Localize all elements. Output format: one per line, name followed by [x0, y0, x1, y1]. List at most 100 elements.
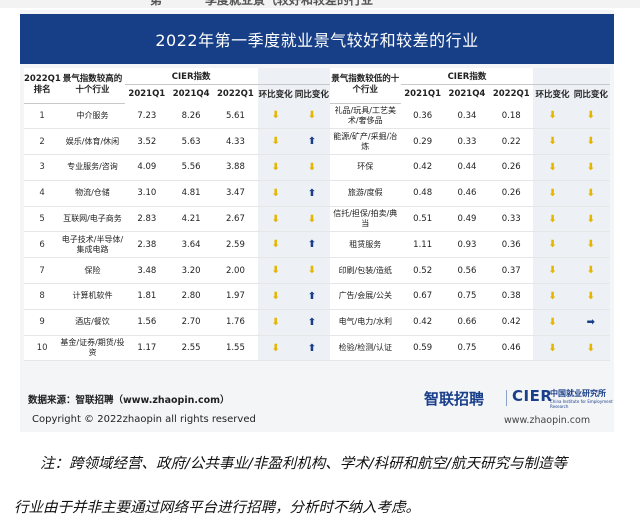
- table-row: 6 电子技术/半导体/集成电路 2.38 3.64 2.59 ⬇ ⬆ 租赁服务 1.11 0.93…: [24, 231, 610, 259]
- bottom-qoq-cell: ⬇: [533, 283, 572, 310]
- bottom-qoq-cell: ⬇: [533, 128, 572, 156]
- bottom-col-2021q1-header: 2021Q1: [404, 89, 442, 99]
- arrow-down-icon: ⬇: [586, 342, 596, 354]
- bottom-2021q1-cell: 0.48: [400, 180, 445, 207]
- rank-cell: 9: [24, 309, 61, 336]
- bottom-2021q4-cell: 0.46: [444, 180, 490, 207]
- bottom-yoy-cell: ⬇: [571, 128, 610, 156]
- top-qoq-cell: ⬇: [257, 231, 294, 259]
- bottom-yoy-cell: ⬇: [571, 257, 610, 285]
- rank-cell: 1: [24, 103, 61, 130]
- bottom-yoy-cell: ➡: [571, 309, 610, 336]
- top-yoy-cell: ⬆: [293, 283, 331, 310]
- arrow-down-icon: ⬇: [548, 239, 557, 251]
- bottom-yoy-cell: ⬇: [571, 154, 610, 181]
- table-row: 5 互联网/电子商务 2.83 4.21 2.67 ⬇ ⬇ 信托/担保/拍卖/典当 0.51 0.…: [24, 206, 610, 233]
- cropped-heading-strip: 第 季度就业景气较好和较差的行业: [0, 0, 640, 8]
- arrow-down-icon: ⬇: [271, 239, 280, 251]
- top-yoy-cell: ⬇: [293, 103, 331, 130]
- top-col-2021q4-header: 2021Q4: [172, 89, 210, 99]
- top-2022q1-cell: 5.61: [213, 103, 258, 130]
- top-2021q4-cell: 5.56: [168, 154, 214, 181]
- top-col-2022q1-header: 2022Q1: [217, 89, 254, 99]
- top-2022q1-cell: 4.33: [213, 128, 258, 156]
- industry-index-table: 2022Q1排名 景气指数较高的十个行业 CIER指数 景气指数较低的十个行业 …: [24, 68, 610, 362]
- arrow-down-icon: ⬇: [586, 213, 596, 225]
- bottom-industry-header: 景气指数较低的十个行业: [330, 68, 401, 104]
- arrow-up-icon: ⬆: [307, 239, 317, 251]
- top-qoq-cell: ⬇: [257, 154, 294, 181]
- top-yoy-cell: ⬇: [293, 257, 331, 285]
- bottom-2022q1-cell: 0.46: [489, 335, 534, 362]
- rank-cell: 2: [24, 128, 61, 156]
- top-2021q4-cell: 3.64: [168, 231, 214, 259]
- top-2021q1-cell: 7.23: [124, 103, 169, 130]
- bottom-qoq-cell: ⬇: [533, 231, 572, 259]
- bottom-2021q1-cell: 0.42: [400, 154, 445, 181]
- bottom-yoy-cell: ⬇: [571, 335, 610, 362]
- top-2021q1-cell: 3.52: [124, 128, 169, 156]
- top-industry-cell: 娱乐/体育/休闲: [60, 128, 125, 156]
- arrow-down-icon: ⬇: [271, 110, 280, 122]
- top-yoy-cell: ⬇: [293, 154, 331, 181]
- cier-logo-en: China Institute for Employment Research: [550, 399, 613, 409]
- table-body: 1 中介服务 7.23 8.26 5.61 ⬇ ⬇ 礼品/玩具/工艺美术/奢侈品 0.36 0.3…: [24, 103, 610, 362]
- bottom-2021q4-cell: 0.93: [444, 231, 490, 259]
- bottom-2022q1-cell: 0.26: [489, 180, 534, 207]
- top-industry-cell: 基金/证券/期货/投资: [60, 335, 125, 362]
- bottom-qoq-cell: ⬇: [533, 335, 572, 362]
- arrow-down-icon: ⬇: [586, 136, 596, 148]
- bottom-industry-cell: 印刷/包装/造纸: [330, 257, 401, 285]
- arrow-down-icon: ⬇: [271, 136, 280, 148]
- top-2022q1-cell: 2.00: [213, 257, 258, 285]
- top-2022q1-cell: 1.55: [213, 335, 258, 362]
- top-qoq-header: 环比变化: [257, 84, 294, 103]
- table-title-banner: 2022年第一季度就业景气较好和较差的行业: [20, 14, 614, 64]
- top-yoy-cell: ⬆: [293, 335, 331, 362]
- top-cier-header: CIER指数: [124, 68, 258, 85]
- bottom-qoq-cell: ⬇: [533, 309, 572, 336]
- arrow-up-icon: ⬆: [307, 316, 317, 328]
- bottom-cier-header: CIER指数: [400, 68, 534, 85]
- top-industry-cell: 互联网/电子商务: [60, 206, 125, 233]
- footnote-line-1: 注：跨领域经营、政府/公共事业/非盈利机构、学术/科研和航空/航天研究与制造等: [40, 456, 568, 472]
- bottom-2022q1-cell: 0.37: [489, 257, 534, 285]
- arrow-down-icon: ⬇: [586, 110, 596, 122]
- arrow-right-icon: ➡: [586, 316, 596, 328]
- bottom-qoq-cell: ⬇: [533, 180, 572, 207]
- bottom-2021q1-cell: 0.29: [400, 128, 445, 156]
- bottom-col-2021q4-header: 2021Q4: [448, 89, 486, 99]
- bottom-qoq-cell: ⬇: [533, 257, 572, 285]
- cier-logo: CIER: [512, 387, 553, 405]
- bottom-yoy-cell: ⬇: [571, 180, 610, 207]
- top-2021q1-cell: 1.17: [124, 335, 169, 362]
- arrow-down-icon: ⬇: [271, 213, 280, 225]
- bottom-yoy-cell: ⬇: [571, 206, 610, 233]
- top-2022q1-cell: 3.88: [213, 154, 258, 181]
- arrow-down-icon: ⬇: [548, 187, 557, 199]
- rank-cell: 10: [24, 335, 61, 362]
- top-yoy-cell: ⬆: [293, 309, 331, 336]
- top-qoq-cell: ⬇: [257, 180, 294, 207]
- cier-logo-cn: 中国就业研究所: [550, 389, 606, 398]
- rank-cell: 4: [24, 180, 61, 207]
- bottom-industry-cell: 租赁服务: [330, 231, 401, 259]
- arrow-down-icon: ⬇: [271, 342, 280, 354]
- top-industry-cell: 中介服务: [60, 103, 125, 130]
- top-2021q4-cell: 3.20: [168, 257, 214, 285]
- top-yoy-cell: ⬆: [293, 180, 331, 207]
- top-industry-cell: 专业服务/咨询: [60, 154, 125, 181]
- bottom-2022q1-cell: 0.42: [489, 309, 534, 336]
- top-2021q1-cell: 3.48: [124, 257, 169, 285]
- bottom-yoy-cell: ⬇: [571, 283, 610, 310]
- table-row: 9 酒店/餐饮 1.56 2.70 1.76 ⬇ ⬆ 电气/电力/水利 0.42 0.66 0.42…: [24, 309, 610, 336]
- bottom-2022q1-cell: 0.33: [489, 206, 534, 233]
- bottom-2022q1-cell: 0.22: [489, 128, 534, 156]
- arrow-down-icon: ⬇: [307, 161, 317, 173]
- top-industry-header: 景气指数较高的十个行业: [60, 68, 125, 104]
- table-row: 8 计算机软件 1.81 2.80 1.97 ⬇ ⬆ 广告/会展/公关 0.67 0.75 0.38…: [24, 283, 610, 310]
- bottom-2021q1-cell: 1.11: [400, 231, 445, 259]
- table-row: 4 物流/仓储 3.10 4.81 3.47 ⬇ ⬆ 旅游/度假 0.48 0.46 0.26 ⬇ ⬇: [24, 180, 610, 207]
- arrow-down-icon: ⬇: [548, 136, 557, 148]
- top-col-2021q1-header: 2021Q1: [128, 89, 166, 99]
